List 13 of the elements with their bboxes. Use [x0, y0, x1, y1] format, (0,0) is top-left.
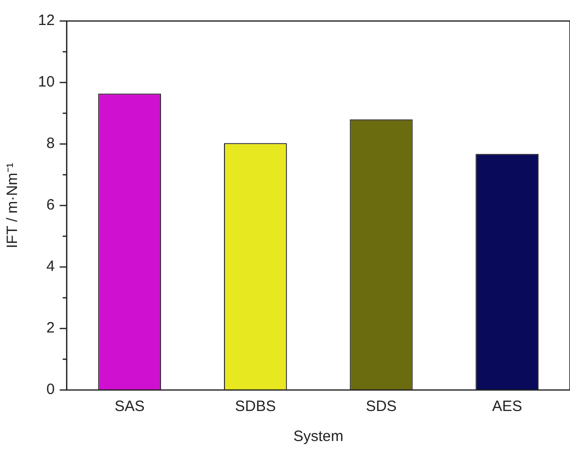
y-tick-label: 6 [46, 196, 55, 214]
y-axis-title: IFT / m·Nm⁻¹ [4, 162, 22, 248]
y-tick-label: 10 [38, 74, 55, 91]
y-tick-label: 4 [46, 258, 55, 276]
x-tick-label: AES [492, 398, 522, 416]
y-tick-label: 8 [46, 135, 55, 152]
x-tick-label: SDS [366, 398, 397, 416]
y-tick-label: 0 [46, 381, 55, 398]
x-tick-label: SAS [114, 398, 145, 416]
x-axis-title: System [293, 428, 344, 446]
y-tick-label: 2 [46, 320, 55, 337]
x-tick-label: SDBS [235, 398, 276, 416]
y-tick-label: 12 [38, 12, 55, 30]
